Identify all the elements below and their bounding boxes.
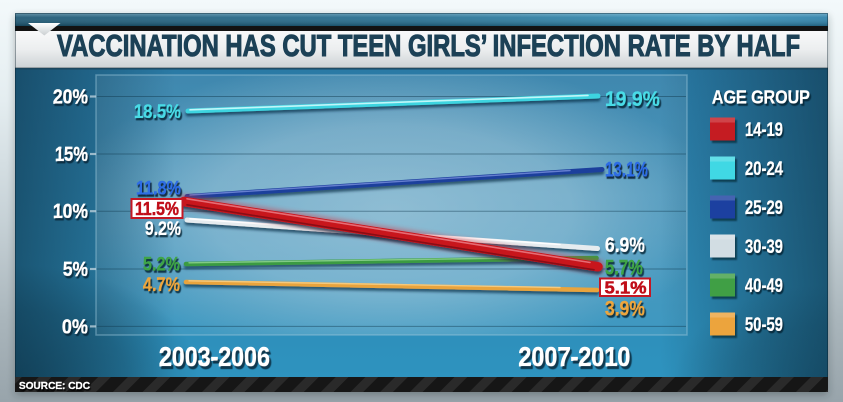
svg-text:2007-2010: 2007-2010 bbox=[519, 342, 631, 372]
svg-text:40-49: 40-49 bbox=[745, 276, 783, 297]
svg-text:AGE GROUP: AGE GROUP bbox=[712, 88, 810, 108]
svg-text:20%: 20% bbox=[53, 87, 88, 109]
svg-text:50-59: 50-59 bbox=[745, 315, 783, 336]
svg-text:10%: 10% bbox=[53, 201, 88, 223]
svg-text:2003-2006: 2003-2006 bbox=[159, 342, 270, 372]
svg-text:13.1%: 13.1% bbox=[605, 157, 648, 181]
svg-text:3.9%: 3.9% bbox=[605, 297, 645, 321]
svg-text:0%: 0% bbox=[62, 316, 88, 338]
svg-text:9.2%: 9.2% bbox=[145, 218, 181, 240]
svg-text:SOURCE: CDC: SOURCE: CDC bbox=[19, 380, 90, 392]
svg-text:18.5%: 18.5% bbox=[134, 101, 181, 123]
svg-text:5.7%: 5.7% bbox=[605, 255, 643, 279]
svg-text:19.9%: 19.9% bbox=[605, 87, 660, 111]
svg-text:14-19: 14-19 bbox=[745, 120, 783, 141]
svg-text:6.9%: 6.9% bbox=[605, 233, 645, 257]
svg-text:15%: 15% bbox=[55, 144, 88, 166]
svg-text:5.2%: 5.2% bbox=[143, 254, 180, 276]
svg-text:VACCINATION HAS CUT TEEN GIRLS: VACCINATION HAS CUT TEEN GIRLS’ INFECTIO… bbox=[57, 29, 800, 63]
svg-text:5%: 5% bbox=[63, 259, 88, 281]
svg-text:11.5%: 11.5% bbox=[135, 199, 179, 219]
svg-text:4.7%: 4.7% bbox=[143, 274, 180, 296]
svg-text:5.1%: 5.1% bbox=[605, 277, 647, 297]
svg-text:25-29: 25-29 bbox=[745, 198, 783, 219]
svg-text:20-24: 20-24 bbox=[745, 159, 783, 180]
svg-text:11.8%: 11.8% bbox=[136, 178, 181, 200]
svg-text:30-39: 30-39 bbox=[745, 237, 783, 258]
